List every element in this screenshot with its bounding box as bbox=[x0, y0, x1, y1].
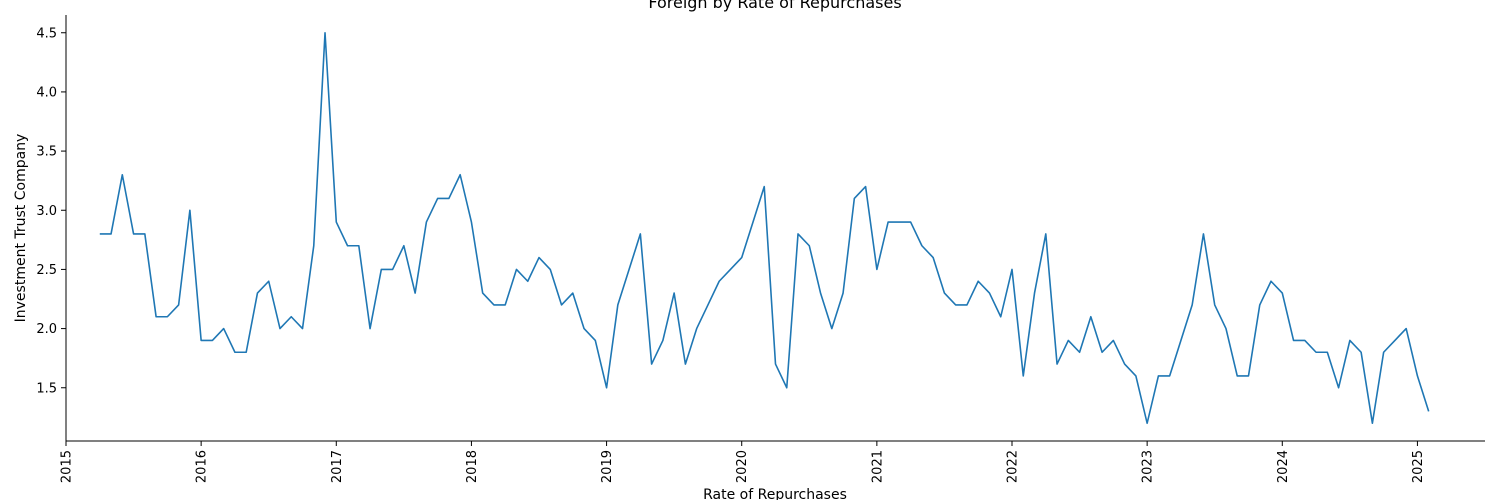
x-tick-label: 2019 bbox=[600, 450, 615, 483]
chart-title: Foreign by Rate of Repurchases bbox=[648, 0, 901, 12]
x-tick-label: 2016 bbox=[195, 450, 210, 483]
x-tick-label: 2015 bbox=[60, 450, 75, 483]
y-tick-label: 3.5 bbox=[36, 145, 57, 160]
x-tick-label: 2024 bbox=[1276, 450, 1291, 483]
y-axis-title: Investment Trust Company bbox=[13, 134, 29, 323]
plot-area bbox=[99, 31, 1430, 425]
x-tick-label: 2020 bbox=[735, 450, 750, 483]
y-tick-label: 3.0 bbox=[36, 204, 57, 219]
x-tick-label: 2023 bbox=[1141, 450, 1156, 483]
y-tick-label: 4.0 bbox=[36, 85, 57, 100]
x-tick-label: 2017 bbox=[330, 450, 345, 483]
x-tick-label: 2025 bbox=[1411, 450, 1426, 483]
y-tick-label: 1.5 bbox=[36, 381, 57, 396]
series-line-0 bbox=[99, 31, 1430, 425]
y-tick-label: 2.0 bbox=[36, 322, 57, 337]
x-axis-ticks: 2015 2016 2017 2018 2019 2020 2021 2022 2023 2024… bbox=[60, 441, 1426, 483]
x-tick-label: 2021 bbox=[870, 450, 885, 483]
y-tick-label: 4.5 bbox=[36, 26, 57, 41]
x-tick-label: 2022 bbox=[1006, 450, 1021, 483]
x-tick-label: 2018 bbox=[465, 450, 480, 483]
y-axis-ticks: 1.5 2.0 2.5 3.0 3.5 4.0 4.5 bbox=[36, 26, 66, 396]
x-axis-title: Rate of Repurchases bbox=[703, 487, 847, 500]
y-tick-label: 2.5 bbox=[36, 263, 57, 278]
